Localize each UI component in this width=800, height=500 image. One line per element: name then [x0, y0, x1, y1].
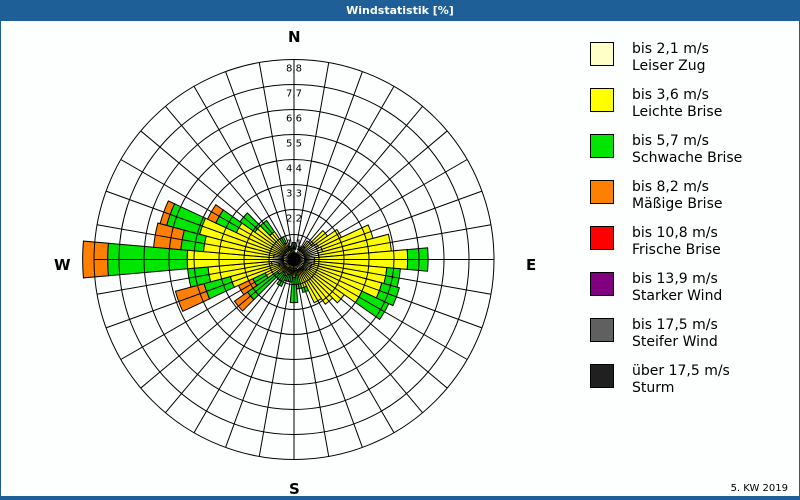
grid-spoke [140, 265, 287, 389]
grid-spoke [303, 190, 483, 257]
legend-swatch [590, 364, 614, 388]
grid-spoke [193, 86, 290, 252]
grid-spoke [258, 62, 293, 250]
legend-label: Mäßige Brise [632, 196, 723, 212]
legend-range: bis 8,2 m/s [632, 179, 709, 195]
legend-swatch [590, 272, 614, 296]
wind-sector-bar [153, 222, 185, 251]
grid-spoke [295, 62, 330, 250]
grid-spoke [165, 266, 288, 414]
legend-swatch [590, 180, 614, 204]
legend-label: Sturm [632, 380, 675, 396]
legend-swatch [590, 134, 614, 158]
radial-tick-label: 7,7 [286, 89, 302, 100]
legend-label: Schwache Brise [632, 150, 743, 166]
grid-spoke [303, 260, 492, 295]
grid-spoke [302, 264, 468, 360]
period-label: 5. KW 2019 [730, 483, 788, 494]
grid-spoke [303, 224, 492, 259]
grid-spoke [120, 264, 286, 360]
radial-tick-label: 2,2 [286, 214, 302, 225]
grid-spoke [296, 71, 363, 251]
radial-tick-label: 4,4 [286, 164, 302, 175]
grid-spoke [300, 105, 423, 253]
legend-range: bis 5,7 m/s [632, 133, 709, 149]
north-label: N [288, 28, 301, 46]
grid-spoke [298, 267, 395, 433]
legend-swatch [590, 318, 614, 342]
grid-spoke [300, 266, 423, 414]
legend-swatch [590, 42, 614, 66]
grid-spoke [301, 265, 448, 389]
bottom-border [0, 496, 800, 500]
legend-label: Starker Wind [632, 288, 723, 304]
grid-spoke [225, 71, 292, 251]
center-dot [290, 255, 298, 264]
legend-range: bis 10,8 m/s [632, 225, 718, 241]
legend-range: bis 3,6 m/s [632, 87, 709, 103]
chart-title: Windstatistik [%] [0, 0, 800, 21]
grid-spoke [225, 268, 292, 448]
grid-spoke [96, 224, 285, 259]
grid-spoke [258, 269, 293, 457]
legend-swatch [590, 88, 614, 112]
radial-tick-label: 1,1 [286, 239, 302, 250]
grid-spoke [298, 86, 395, 252]
grid-spoke [301, 130, 448, 254]
radial-tick-label: 3,3 [286, 189, 302, 200]
grid-spoke [302, 159, 468, 255]
grid-spoke [193, 267, 290, 433]
grid-spoke [296, 268, 363, 448]
wind-sector-bar [291, 249, 294, 254]
grid-spoke [140, 130, 287, 254]
wind-rose: 1,1 2,2 3,3 4,4 5,5 6,6 7,7 8,8 [82, 59, 495, 460]
wind-sector-bar [174, 283, 211, 313]
grid-spoke [105, 262, 285, 329]
grid-spoke [105, 190, 285, 257]
legend-label: Steifer Wind [632, 334, 718, 350]
south-label: S [289, 480, 300, 498]
grid-spoke [165, 105, 288, 253]
radial-tick-label: 5,5 [286, 139, 302, 150]
grid-spoke [295, 269, 330, 457]
legend-label: Leiser Zug [632, 58, 706, 74]
legend-label: Leichte Brise [632, 104, 723, 120]
grid-spoke [96, 260, 285, 295]
west-label: W [54, 256, 71, 274]
east-label: E [526, 256, 537, 274]
radial-tick-label: 6,6 [286, 114, 302, 125]
grid-spoke [303, 262, 483, 329]
legend-range: bis 13,9 m/s [632, 271, 718, 287]
legend-range: bis 2,1 m/s [632, 41, 709, 57]
legend-range: über 17,5 m/s [632, 363, 730, 379]
radial-tick-label: 8,8 [286, 64, 302, 75]
legend-swatch [590, 226, 614, 250]
legend-range: bis 17,5 m/s [632, 317, 718, 333]
legend-label: Frische Brise [632, 242, 721, 258]
grid-spoke [120, 159, 286, 255]
